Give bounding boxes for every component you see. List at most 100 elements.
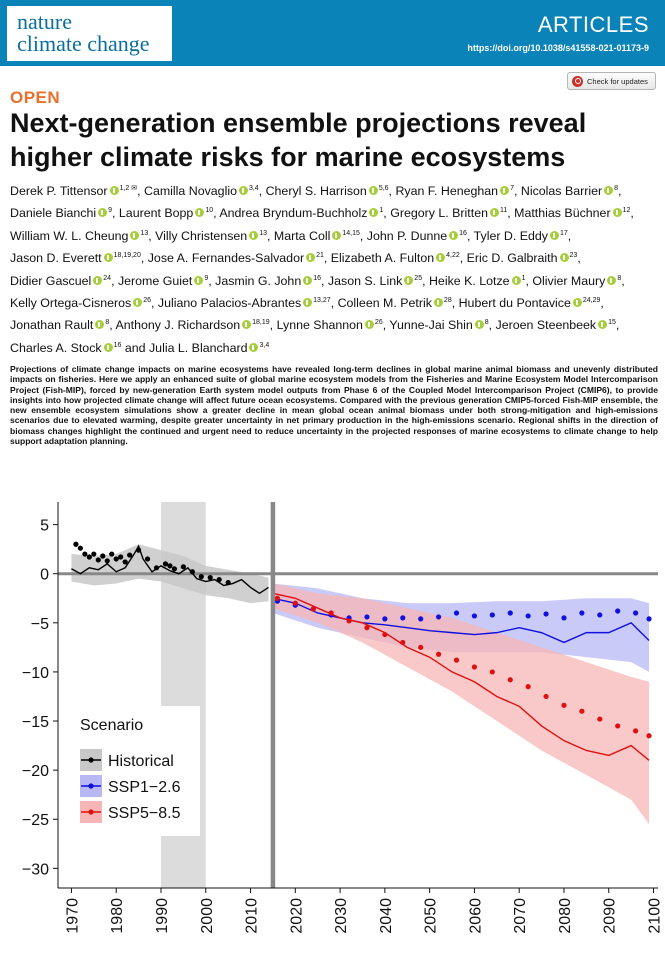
orcid-icon[interactable] xyxy=(474,320,484,330)
orcid-icon[interactable] xyxy=(559,253,569,263)
orcid-icon[interactable] xyxy=(103,342,113,352)
x-tick-label: 2020 xyxy=(288,898,305,934)
author[interactable]: Julia L. Blanchard 3,4 xyxy=(149,341,269,355)
orcid-icon[interactable] xyxy=(303,275,313,285)
author[interactable]: Camilla Novaglio 3,4 xyxy=(144,184,259,198)
author[interactable]: Lynne Shannon 26 xyxy=(277,318,383,332)
legend-marker xyxy=(88,809,94,815)
orcid-icon[interactable] xyxy=(404,275,414,285)
orcid-icon[interactable] xyxy=(489,208,499,218)
author-name: Elizabeth A. Fulton xyxy=(330,251,435,266)
orcid-icon[interactable] xyxy=(194,275,204,285)
orcid-icon[interactable] xyxy=(249,342,259,352)
doi-link[interactable]: https://doi.org/10.1038/s41558-021-01173… xyxy=(467,43,649,53)
orcid-icon[interactable] xyxy=(607,275,617,285)
author[interactable]: Laurent Bopp 10 xyxy=(119,206,213,220)
author[interactable]: Derek P. Tittensor 1,2 ✉ xyxy=(10,184,137,198)
orcid-icon[interactable] xyxy=(242,320,252,330)
author[interactable]: Jonathan Rault 8 xyxy=(10,318,109,332)
series-line xyxy=(272,592,650,761)
orcid-icon[interactable] xyxy=(364,320,374,330)
author[interactable]: Juliano Palacios-Abrantes 13,27 xyxy=(158,296,331,310)
author[interactable]: John P. Dunne 16 xyxy=(367,229,467,243)
author[interactable]: Villy Christensen 13 xyxy=(155,229,267,243)
author[interactable]: Olivier Maury 8 xyxy=(532,274,621,288)
legend-marker xyxy=(88,757,94,763)
orcid-icon[interactable] xyxy=(93,275,103,285)
orcid-icon[interactable] xyxy=(500,186,510,195)
author[interactable]: Jason D. Everett 18,19,20 xyxy=(10,251,141,265)
author[interactable]: Cheryl S. Harrison 5,6 xyxy=(266,184,389,198)
author-name: Kelly Ortega-Cisneros xyxy=(10,296,132,311)
author[interactable]: Jason S. Link 25 xyxy=(328,274,422,288)
author[interactable]: Didier Gascuel 24 xyxy=(10,274,111,288)
author[interactable]: William W. L. Cheung 13 xyxy=(10,229,148,243)
author[interactable]: Tyler D. Eddy 17 xyxy=(474,229,568,243)
author-name: Jasmin G. John xyxy=(215,273,302,288)
author[interactable]: Daniele Bianchi 9 xyxy=(10,206,112,220)
data-point xyxy=(543,611,549,617)
data-point xyxy=(225,579,231,586)
orcid-icon[interactable] xyxy=(332,230,342,240)
orcid-icon[interactable] xyxy=(195,208,205,218)
author[interactable]: Jose A. Fernandes-Salvador 21 xyxy=(148,251,324,265)
author[interactable]: Matthias Büchner 12 xyxy=(514,206,630,220)
author-affiliation: 8 xyxy=(617,274,622,282)
check-for-updates-button[interactable]: Check for updates xyxy=(567,72,656,90)
author-affiliation: 8 xyxy=(484,319,489,327)
author-name: William W. L. Cheung xyxy=(10,228,129,243)
author[interactable]: Andrea Bryndum-Buchholz 1 xyxy=(219,206,383,220)
journal-logo[interactable]: nature climate change xyxy=(7,6,172,61)
orcid-icon[interactable] xyxy=(549,230,559,240)
orcid-icon[interactable] xyxy=(449,230,459,240)
author[interactable]: Hubert du Pontavice 24,29 xyxy=(459,296,601,310)
data-point xyxy=(435,651,442,657)
author-affiliation: 7 xyxy=(510,185,514,192)
orcid-icon[interactable] xyxy=(238,186,248,195)
author-affiliation: 26 xyxy=(143,297,151,305)
author[interactable]: Anthony J. Richardson 18,19 xyxy=(115,318,269,332)
orcid-icon[interactable] xyxy=(130,230,140,240)
orcid-icon[interactable] xyxy=(95,320,105,330)
data-point xyxy=(198,574,204,580)
author-affiliation: 9 xyxy=(204,274,209,282)
author[interactable]: Jeroen Steenbeek 15 xyxy=(496,318,616,332)
data-point xyxy=(109,551,115,557)
orcid-icon[interactable] xyxy=(436,253,446,263)
orcid-icon[interactable] xyxy=(598,320,608,330)
orcid-icon[interactable] xyxy=(306,253,316,263)
author[interactable]: Kelly Ortega-Cisneros 26 xyxy=(10,296,151,310)
author-affiliation: 4,22 xyxy=(446,252,460,260)
data-point xyxy=(95,557,101,563)
orcid-icon[interactable] xyxy=(98,208,108,218)
author[interactable]: Jasmin G. John 16 xyxy=(215,274,321,288)
author[interactable]: Elizabeth A. Fulton 4,22 xyxy=(331,251,460,265)
author[interactable]: Eric D. Galbraith 23 xyxy=(467,251,578,265)
orcid-icon[interactable] xyxy=(572,298,582,308)
data-point xyxy=(100,553,106,559)
orcid-icon[interactable] xyxy=(133,298,143,308)
orcid-icon[interactable] xyxy=(433,298,443,308)
orcid-icon[interactable] xyxy=(103,253,113,263)
author[interactable]: Jerome Guiet 9 xyxy=(118,274,208,288)
orcid-icon[interactable] xyxy=(303,298,313,308)
orcid-icon[interactable] xyxy=(109,186,119,195)
orcid-icon[interactable] xyxy=(604,186,614,195)
author[interactable]: Marta Coll 14,15 xyxy=(274,229,360,243)
orcid-icon[interactable] xyxy=(249,230,259,240)
author[interactable]: Gregory L. Britten 11 xyxy=(390,206,507,220)
author[interactable]: Yunne-Jai Shin 8 xyxy=(389,318,488,332)
x-tick-label: 2070 xyxy=(512,898,529,934)
author-name: Heike K. Lotze xyxy=(428,273,510,288)
x-tick-label: 2030 xyxy=(333,898,350,934)
orcid-icon[interactable] xyxy=(511,275,521,285)
author[interactable]: Heike K. Lotze 1 xyxy=(429,274,526,288)
author[interactable]: Charles A. Stock 16 xyxy=(10,341,121,355)
author-name: Julia L. Blanchard xyxy=(148,340,248,355)
author[interactable]: Nicolas Barrier 8 xyxy=(521,184,618,198)
author[interactable]: Colleen M. Petrik 28 xyxy=(338,296,452,310)
orcid-icon[interactable] xyxy=(369,208,379,218)
orcid-icon[interactable] xyxy=(368,186,378,195)
author[interactable]: Ryan F. Heneghan 7 xyxy=(395,184,514,198)
orcid-icon[interactable] xyxy=(612,208,622,218)
